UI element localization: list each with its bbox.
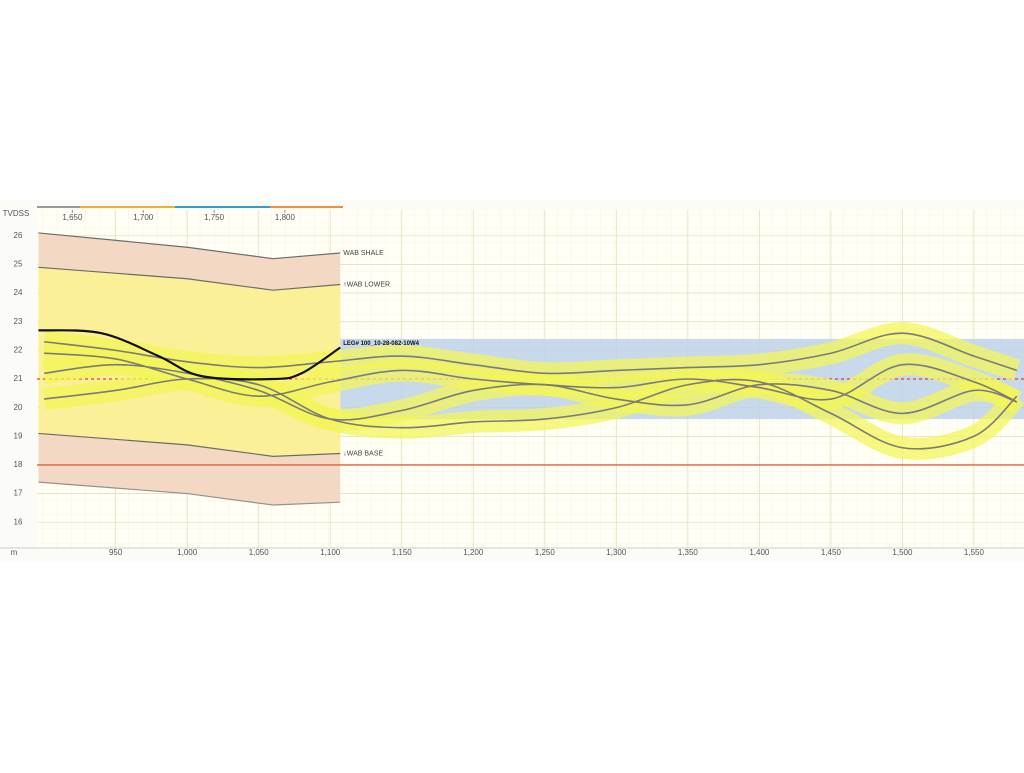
x-tick-label: 1,350: [678, 548, 699, 557]
top-tick-label: 1,700: [133, 213, 154, 222]
curve: [44, 377, 1018, 450]
formation-label: ↓WAB BASE: [343, 450, 383, 457]
formation-line: [38, 432, 341, 457]
formation-line: [38, 481, 341, 506]
x-tick-label: 1,550: [964, 548, 985, 557]
x-tick-label: 1,150: [392, 548, 413, 557]
top-tick-label: 1,750: [204, 213, 225, 222]
y-tick-label: 22: [14, 345, 23, 354]
y-tick-label: 23: [14, 317, 23, 326]
y-tick-label: 24: [14, 288, 23, 297]
curve: [44, 352, 1018, 403]
y-tick-label: 20: [14, 403, 23, 412]
overlay: WAB SHALE ↑WAB LOWER ↓WAB BASE LEG# 100_10-…: [343, 250, 419, 458]
top-tick-label: 1,800: [275, 213, 296, 222]
formation-line: [38, 232, 341, 260]
y-tick-label: 18: [14, 460, 23, 469]
formation-line: [38, 266, 341, 291]
curve: [44, 332, 1018, 375]
x-tick-label: 950: [109, 548, 123, 557]
y-tick-label: 21: [14, 374, 23, 383]
y-tick-label: 17: [14, 489, 23, 498]
formation-label: WAB SHALE: [343, 250, 384, 257]
x-tick-label: 1,050: [249, 548, 270, 557]
x-axis-label: m: [11, 548, 18, 557]
y-tick-label: 19: [14, 431, 23, 440]
y-tick-label: 16: [14, 517, 23, 526]
plot: [37, 210, 1024, 548]
x-tick-label: 1,500: [892, 548, 913, 557]
x-tick-label: 1,200: [463, 548, 484, 557]
x-tick-label: 1,000: [177, 548, 198, 557]
well-label: LEG# 100_10-28-082-10W4: [343, 341, 419, 347]
x-tick-label: 1,100: [320, 548, 341, 557]
x-tick-label: 1,400: [749, 548, 770, 557]
well-path: [38, 329, 341, 381]
top-tick-label: 1,650: [62, 213, 83, 222]
y-tick-label: 25: [14, 260, 23, 269]
x-tick-label: 1,250: [535, 548, 556, 557]
formation-label: ↑WAB LOWER: [343, 281, 390, 288]
y-axis-label: TVDSS: [3, 209, 30, 218]
x-tick-label: 1,300: [606, 548, 627, 557]
y-tick-label: 26: [14, 231, 23, 240]
x-tick-label: 1,450: [821, 548, 842, 557]
